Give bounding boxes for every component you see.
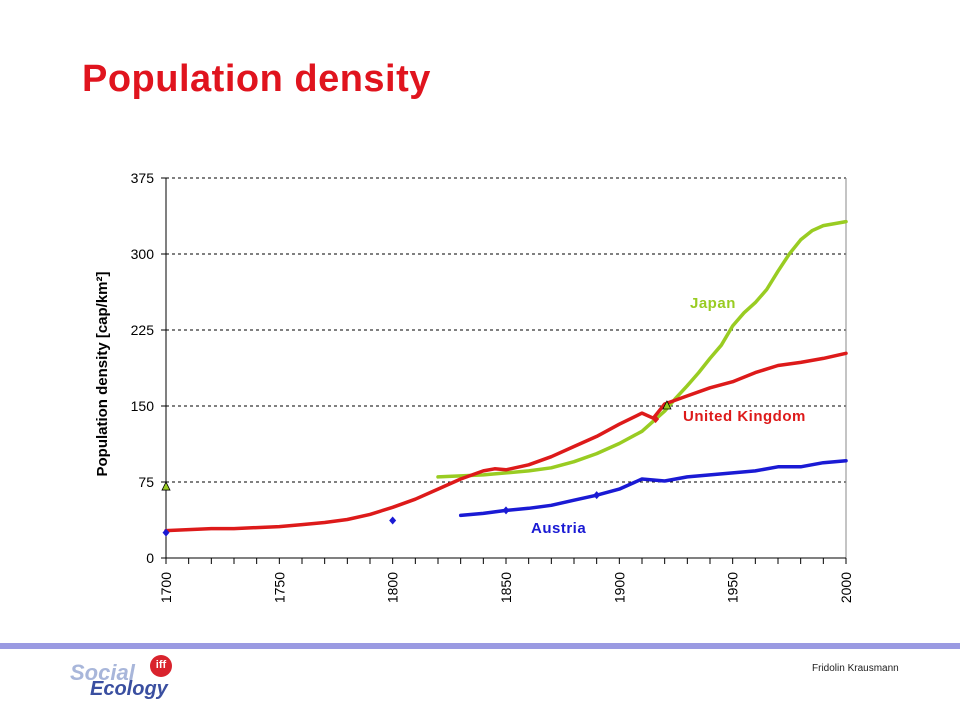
- series-line-united-kingdom: [164, 351, 848, 533]
- marker-diamond-united-kingdom-6: [652, 415, 660, 424]
- marker-triangle-japan-0: [161, 481, 171, 491]
- population-density-chart: 0 75 150 225 300 375 1700 1750 1800 1850 1900 1950 2…: [94, 170, 854, 603]
- y-tick-label-225: 225: [131, 322, 155, 338]
- logo-word-social: Social: [70, 660, 135, 685]
- footer-rule: [0, 643, 960, 649]
- author-credit: Fridolin Krausmann: [812, 663, 899, 674]
- iff-badge-icon: iff: [150, 655, 172, 677]
- y-tick-label-150: 150: [131, 398, 155, 414]
- y-tick-label-300: 300: [131, 246, 155, 262]
- y-tick-label-375: 375: [131, 170, 155, 186]
- x-tick-label-1750: 1750: [271, 572, 287, 603]
- marker-triangle-japan-1: [662, 400, 672, 410]
- series-label-austria: Austria: [531, 520, 586, 537]
- marker-diamond-austria-5: [593, 491, 601, 500]
- series-line-austria: [458, 458, 848, 518]
- marker-diamond-austria-3: [389, 516, 397, 525]
- x-tick-label-1800: 1800: [385, 572, 401, 603]
- x-tick-label-2000: 2000: [838, 572, 854, 603]
- data-markers: [161, 400, 672, 537]
- x-tick-label-1900: 1900: [611, 572, 627, 603]
- series-labels: Japan United Kingdom Austria: [531, 295, 806, 537]
- grid-lines: [166, 177, 846, 483]
- series-lines: [164, 219, 848, 533]
- y-tick-label-0: 0: [146, 550, 154, 566]
- series-label-united-kingdom: United Kingdom: [683, 408, 806, 425]
- y-tick-label-75: 75: [138, 474, 154, 490]
- x-tick-label-1950: 1950: [725, 572, 741, 603]
- series-label-japan: Japan: [690, 295, 736, 312]
- social-ecology-logo: Social Ecology iff: [70, 652, 190, 702]
- marker-diamond-austria-2: [162, 528, 170, 537]
- logo-word-ecology: Ecology: [90, 678, 168, 700]
- marker-diamond-austria-4: [502, 506, 510, 515]
- x-tick-label-1700: 1700: [158, 572, 174, 603]
- y-axis-label: Population density [cap/km²]: [94, 271, 111, 476]
- chart-axes: 0 75 150 225 300 375 1700 1750 1800 1850 1900 1950 2…: [131, 170, 854, 603]
- series-line-japan: [436, 219, 848, 479]
- slide-title: Population density: [82, 58, 431, 100]
- x-tick-label-1850: 1850: [498, 572, 514, 603]
